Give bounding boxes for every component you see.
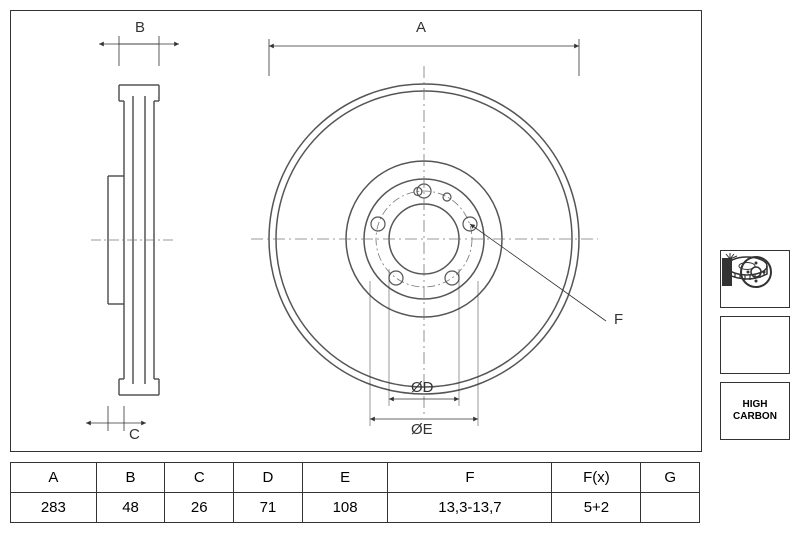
vented-disc-icon <box>720 316 790 374</box>
label-a: A <box>416 19 426 36</box>
col-e: E <box>302 463 388 493</box>
val-fx: 5+2 <box>552 493 641 523</box>
label-e: ØE <box>411 421 433 438</box>
val-g <box>641 493 700 523</box>
technical-drawing <box>11 11 701 451</box>
col-a: A <box>11 463 97 493</box>
icons-column: HIGH CARBON <box>720 250 790 448</box>
high-carbon-label: HIGH CARBON <box>720 382 790 440</box>
val-b: 48 <box>96 493 165 523</box>
diagram-frame: B A C ØD ØE F <box>10 10 702 452</box>
label-f: F <box>614 311 623 328</box>
dimensions-table: A B C D E F F(x) G 283 48 26 71 108 13,3… <box>10 462 700 523</box>
col-b: B <box>96 463 165 493</box>
high-carbon-text: HIGH CARBON <box>725 399 785 423</box>
label-c: C <box>129 426 140 443</box>
label-d: ØD <box>411 379 434 396</box>
col-fx: F(x) <box>552 463 641 493</box>
val-a: 283 <box>11 493 97 523</box>
val-c: 26 <box>165 493 234 523</box>
val-d: 71 <box>234 493 303 523</box>
col-f: F <box>388 463 552 493</box>
val-e: 108 <box>302 493 388 523</box>
col-d: D <box>234 463 303 493</box>
label-b: B <box>135 19 145 36</box>
col-g: G <box>641 463 700 493</box>
col-c: C <box>165 463 234 493</box>
val-f: 13,3-13,7 <box>388 493 552 523</box>
table-data-row: 283 48 26 71 108 13,3-13,7 5+2 <box>11 493 700 523</box>
table-header-row: A B C D E F F(x) G <box>11 463 700 493</box>
